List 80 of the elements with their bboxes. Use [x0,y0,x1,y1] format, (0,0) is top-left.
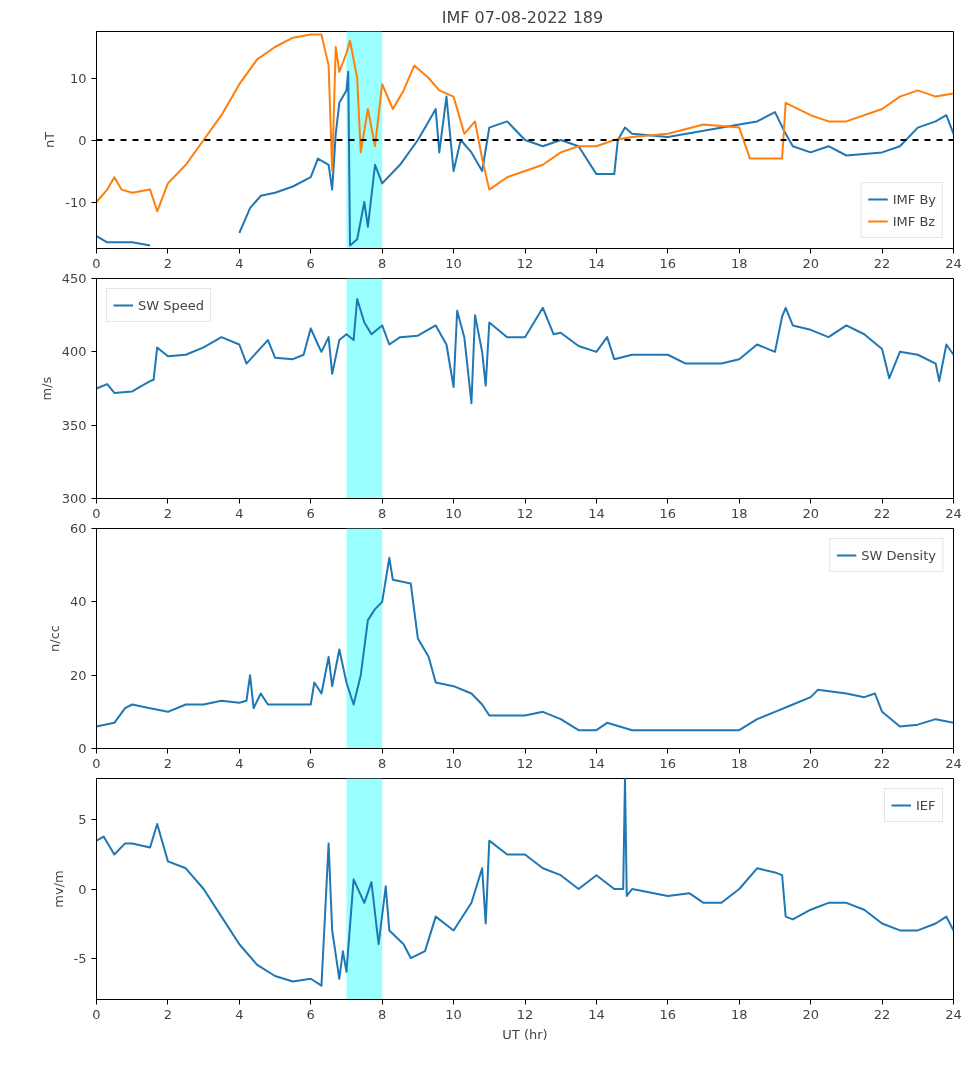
x-tick-label: 16 [659,505,677,521]
x-tick-label: 18 [730,1006,748,1022]
x-tick-label: 0 [92,755,101,771]
x-tick-label: 16 [659,255,677,271]
x-tick-label: 4 [235,255,244,271]
x-tick-label: 24 [945,755,962,771]
y-tick-label: 60 [69,521,87,536]
y-axis-title: mv/m [50,870,66,908]
x-tick-label: 16 [659,1006,677,1022]
line-series [96,778,954,987]
x-tick-label: 10 [445,1006,462,1022]
legend-label: IMF By [892,191,936,207]
y-tick-label: 5 [78,812,87,828]
x-tick-label: 6 [306,255,315,271]
x-tick-label: 2 [163,1006,173,1022]
x-tick-label: 0 [92,1006,101,1022]
x-tick-label: 4 [235,1006,244,1022]
y-tick-label: 450 [61,271,87,286]
x-tick-label: 8 [378,755,387,771]
legend-label: SW Density [861,547,936,563]
x-axis-title: UT (hr) [502,1026,548,1042]
y-tick-label: -5 [73,950,87,966]
x-tick-label: 22 [873,505,891,521]
x-tick-label: 16 [659,755,677,771]
line-series [96,298,954,405]
x-tick-label: 2 [163,255,173,271]
y-axis-title: m/s [38,376,54,401]
y-tick-label: 0 [78,741,87,756]
x-tick-label: 18 [730,255,748,271]
legend-label: IEF [916,797,936,813]
x-tick-label: 22 [873,255,891,271]
x-tick-label: 12 [516,1006,534,1022]
x-tick-label: 12 [516,505,534,521]
x-tick-label: 24 [945,255,962,271]
y-tick-label: 0 [78,132,87,148]
x-tick-label: 14 [588,1006,605,1022]
x-tick-label: 14 [588,505,605,521]
y-tick-label: 350 [61,417,87,433]
x-tick-label: 6 [306,505,315,521]
x-tick-label: 10 [445,755,462,771]
x-tick-label: 14 [588,255,605,271]
x-tick-label: 24 [945,505,962,521]
x-tick-label: 22 [873,755,891,771]
x-tick-label: 18 [730,505,748,521]
x-tick-label: 2 [163,505,173,521]
y-tick-label: -10 [65,194,87,210]
x-tick-label: 12 [516,255,534,271]
y-axis-title: n/cc [46,625,62,652]
x-tick-label: 0 [92,255,101,271]
x-tick-label: 10 [445,255,462,271]
legend-label: SW Speed [138,297,204,313]
x-tick-label: 24 [945,1006,962,1022]
chart-title: IMF 07-08-2022 189 [441,7,604,27]
x-tick-label: 6 [306,755,315,771]
x-tick-label: 20 [802,755,819,771]
x-tick-label: 20 [802,505,819,521]
x-tick-label: 2 [163,755,173,771]
x-tick-label: 8 [378,1006,387,1022]
y-tick-label: 10 [69,70,87,86]
x-tick-label: 6 [306,1006,315,1022]
legend-label: IMF Bz [892,213,936,229]
x-tick-label: 4 [235,505,244,521]
x-tick-label: 22 [873,1006,891,1022]
y-tick-label: 40 [69,594,87,610]
x-tick-label: 12 [516,755,534,771]
x-tick-label: 0 [92,505,101,521]
x-tick-label: 8 [378,505,387,521]
y-axis-title: nT [42,131,58,149]
x-tick-label: 18 [730,755,748,771]
x-tick-label: 10 [445,505,462,521]
y-tick-label: 0 [78,881,87,897]
y-tick-label: 400 [61,344,87,360]
x-tick-label: 4 [235,755,244,771]
x-tick-label: 14 [588,755,605,771]
x-tick-label: 20 [802,1006,819,1022]
y-tick-label: 20 [69,667,87,683]
x-tick-label: 20 [802,255,819,271]
line-series [96,33,954,213]
x-tick-label: 8 [378,255,387,271]
y-tick-label: 300 [61,491,87,506]
